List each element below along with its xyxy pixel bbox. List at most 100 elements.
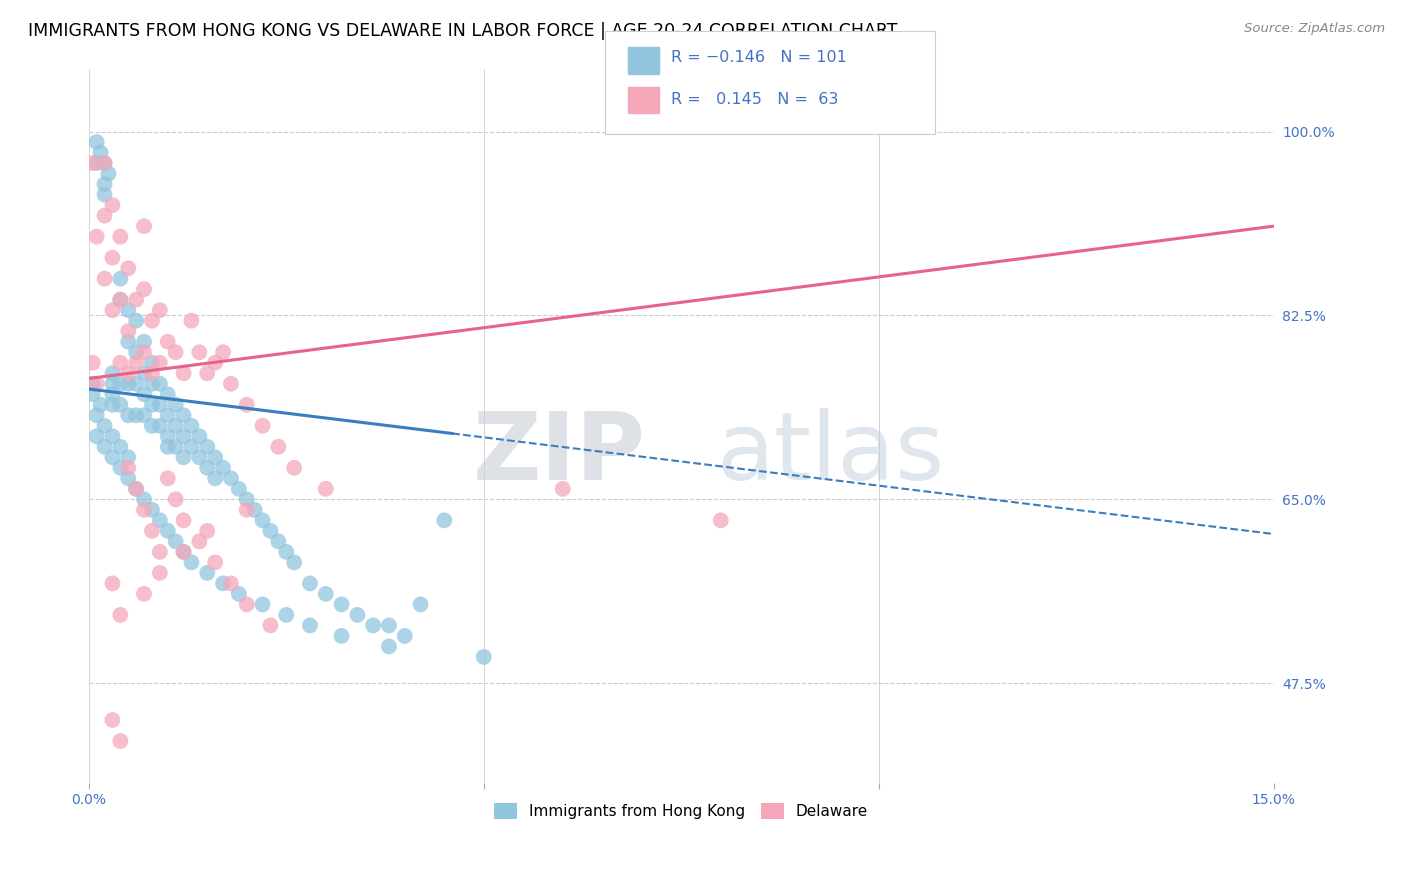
Point xyxy=(141,398,163,412)
Point xyxy=(219,471,242,485)
Point xyxy=(93,177,115,191)
Legend: Immigrants from Hong Kong, Delaware: Immigrants from Hong Kong, Delaware xyxy=(488,797,875,825)
Text: IMMIGRANTS FROM HONG KONG VS DELAWARE IN LABOR FORCE | AGE 20-24 CORRELATION CHA: IMMIGRANTS FROM HONG KONG VS DELAWARE IN… xyxy=(28,22,897,40)
Point xyxy=(195,566,218,580)
Point xyxy=(180,440,202,454)
Point xyxy=(165,345,187,359)
Point xyxy=(117,324,139,338)
Point xyxy=(173,409,195,423)
Point xyxy=(86,376,108,391)
Point xyxy=(283,555,305,569)
Point xyxy=(117,366,139,380)
Point xyxy=(125,482,148,496)
Point xyxy=(90,398,112,412)
Point xyxy=(132,282,155,296)
Point xyxy=(195,460,218,475)
Point xyxy=(117,409,139,423)
Point xyxy=(165,440,187,454)
Point xyxy=(117,261,139,276)
Point xyxy=(378,640,401,654)
Point xyxy=(86,229,108,244)
Point xyxy=(110,293,132,307)
Point xyxy=(125,409,148,423)
Point xyxy=(165,534,187,549)
Point xyxy=(252,418,274,433)
Point xyxy=(132,409,155,423)
Point xyxy=(110,271,132,285)
Point xyxy=(156,471,179,485)
Point xyxy=(93,418,115,433)
Point xyxy=(433,513,456,527)
Point xyxy=(394,629,416,643)
Point xyxy=(472,649,495,664)
Point xyxy=(204,555,226,569)
Point xyxy=(212,460,235,475)
Point xyxy=(195,524,218,538)
Point xyxy=(125,314,148,328)
Point xyxy=(361,618,384,632)
Point xyxy=(117,376,139,391)
Point xyxy=(141,356,163,370)
Point xyxy=(212,576,235,591)
Point xyxy=(132,334,155,349)
Point xyxy=(101,713,124,727)
Point xyxy=(710,513,733,527)
Point xyxy=(110,376,132,391)
Point xyxy=(298,618,321,632)
Point xyxy=(82,156,104,170)
Point xyxy=(86,156,108,170)
Point xyxy=(315,587,337,601)
Point xyxy=(188,534,211,549)
Point xyxy=(93,156,115,170)
Point xyxy=(101,398,124,412)
Point xyxy=(110,356,132,370)
Point xyxy=(165,418,187,433)
Point xyxy=(141,314,163,328)
Point xyxy=(141,418,163,433)
Point xyxy=(204,450,226,465)
Point xyxy=(156,334,179,349)
Point xyxy=(86,135,108,149)
Point xyxy=(97,167,120,181)
Point xyxy=(132,587,155,601)
Point xyxy=(132,345,155,359)
Point xyxy=(90,145,112,160)
Point xyxy=(267,534,290,549)
Point xyxy=(219,576,242,591)
Point xyxy=(149,398,172,412)
Point xyxy=(101,450,124,465)
Point xyxy=(141,524,163,538)
Point xyxy=(195,366,218,380)
Point xyxy=(252,598,274,612)
Text: atlas: atlas xyxy=(717,409,945,500)
Point xyxy=(132,387,155,401)
Point xyxy=(110,229,132,244)
Point xyxy=(252,513,274,527)
Point xyxy=(125,293,148,307)
Point xyxy=(110,293,132,307)
Point xyxy=(101,251,124,265)
Point xyxy=(259,618,281,632)
Point xyxy=(141,503,163,517)
Point xyxy=(125,345,148,359)
Point xyxy=(235,398,257,412)
Point xyxy=(204,471,226,485)
Point xyxy=(101,429,124,443)
Point xyxy=(132,492,155,507)
Point xyxy=(149,566,172,580)
Point xyxy=(228,587,250,601)
Point xyxy=(276,607,298,622)
Point xyxy=(149,513,172,527)
Point xyxy=(219,376,242,391)
Point xyxy=(276,545,298,559)
Point xyxy=(110,440,132,454)
Point xyxy=(330,598,353,612)
Point xyxy=(101,198,124,212)
Point xyxy=(110,460,132,475)
Point xyxy=(125,356,148,370)
Point xyxy=(117,471,139,485)
Point xyxy=(212,345,235,359)
Point xyxy=(267,440,290,454)
Point xyxy=(259,524,281,538)
Point xyxy=(235,503,257,517)
